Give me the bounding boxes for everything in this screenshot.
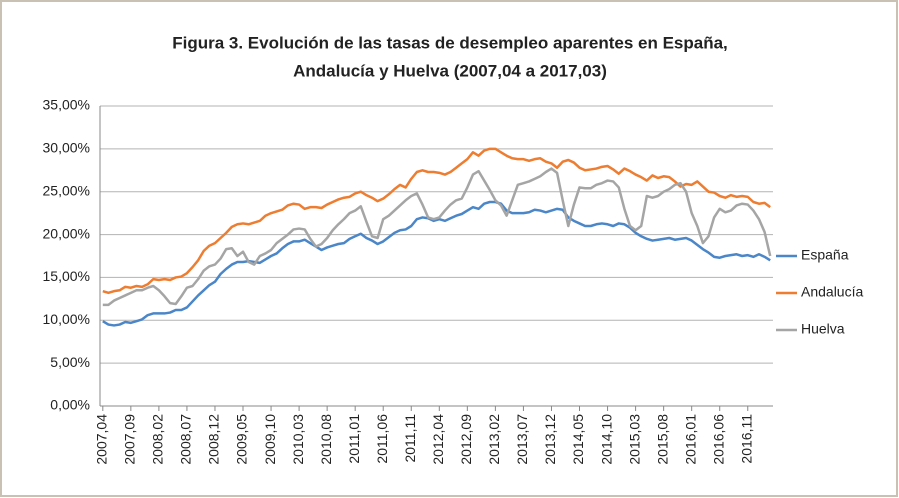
x-tick-label: 2009,10 xyxy=(262,414,278,465)
legend-label: Huelva xyxy=(801,321,845,337)
x-tick-label: 2016,06 xyxy=(710,414,726,465)
x-tick-label: 2011,11 xyxy=(402,414,418,463)
legend-label: Andalucía xyxy=(801,284,863,300)
x-tick-label: 2016,11 xyxy=(738,414,754,464)
x-tick-label: 2010,08 xyxy=(318,414,334,465)
chart-title: Andalucía y Huelva (2007,04 a 2017,03) xyxy=(293,61,607,80)
y-tick-label: 25,00% xyxy=(43,182,90,198)
x-tick-label: 2014,05 xyxy=(570,414,586,465)
y-tick-label: 0,00% xyxy=(50,397,90,413)
x-tick-label: 2012,04 xyxy=(430,414,446,465)
chart-title: Figura 3. Evolución de las tasas de dese… xyxy=(172,33,728,52)
series-line xyxy=(102,200,771,327)
series-line xyxy=(102,167,772,307)
y-tick-label: 10,00% xyxy=(43,311,90,327)
x-tick-label: 2007,04 xyxy=(94,414,110,465)
y-tick-label: 35,00% xyxy=(43,97,90,113)
x-tick-label: 2012,09 xyxy=(458,414,474,465)
legend-label: España xyxy=(801,247,849,263)
x-tick-label: 2011,01 xyxy=(346,414,362,464)
y-tick-label: 30,00% xyxy=(43,140,90,156)
x-tick-label: 2015,08 xyxy=(654,414,670,465)
x-tick-label: 2008,07 xyxy=(178,414,194,465)
y-tick-label: 15,00% xyxy=(43,268,90,284)
x-tick-label: 2013,07 xyxy=(514,414,530,465)
x-tick-label: 2011,06 xyxy=(374,414,390,464)
y-tick-label: 20,00% xyxy=(43,225,90,241)
x-tick-label: 2016,01 xyxy=(682,414,698,465)
x-tick-label: 2010,03 xyxy=(290,414,306,465)
x-tick-label: 2009,05 xyxy=(234,414,250,465)
y-tick-label: 5,00% xyxy=(50,354,90,370)
x-tick-label: 2013,02 xyxy=(486,414,502,465)
series-line xyxy=(102,147,771,295)
x-tick-label: 2015,03 xyxy=(626,414,642,465)
x-tick-label: 2014,10 xyxy=(598,414,614,465)
x-tick-label: 2013,12 xyxy=(542,414,558,465)
x-tick-label: 2008,12 xyxy=(206,414,222,465)
x-tick-label: 2007,09 xyxy=(122,414,138,465)
x-tick-label: 2008,02 xyxy=(150,414,166,465)
